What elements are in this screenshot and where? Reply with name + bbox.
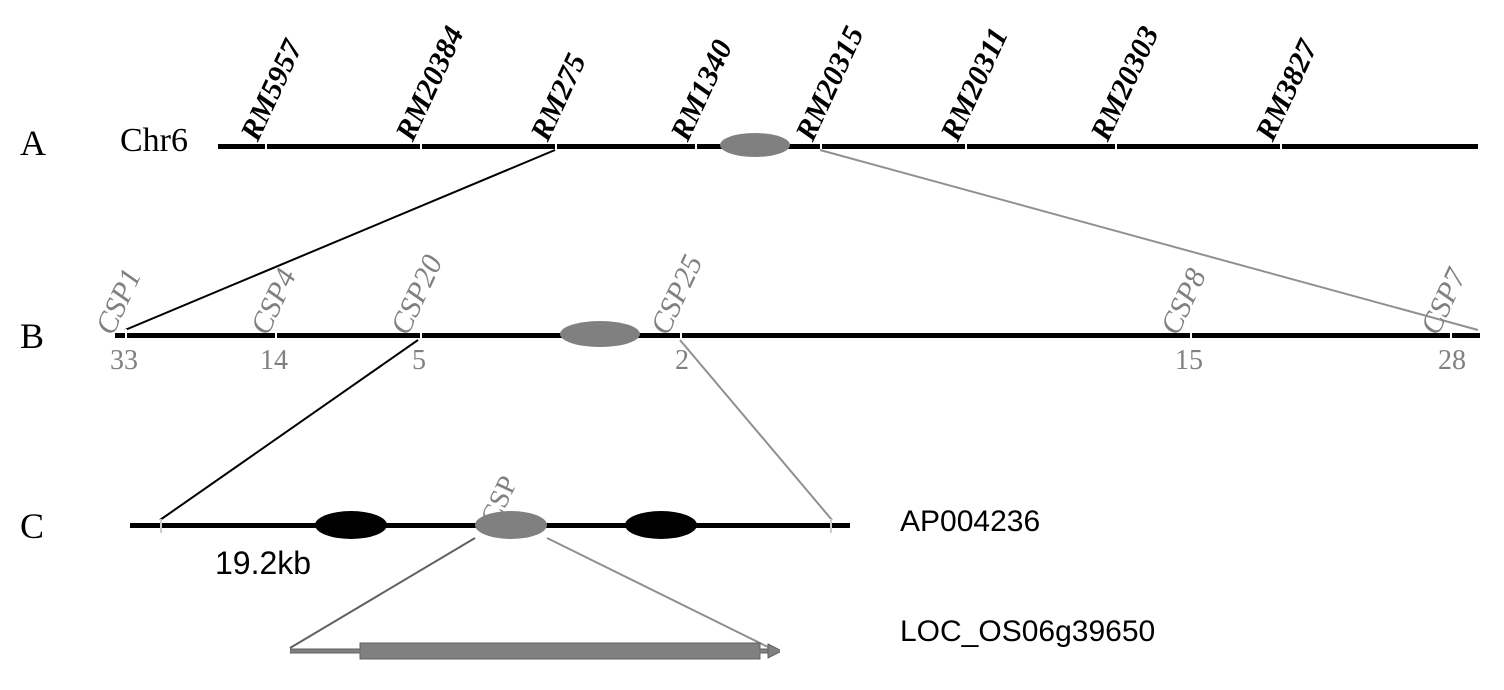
tick	[680, 329, 682, 343]
count-csp8: 15	[1175, 345, 1203, 377]
panel-c-label: C	[20, 505, 44, 547]
marker-rm1340: RM1340	[664, 35, 740, 146]
marker-csp1: CSP1	[89, 264, 149, 340]
tick	[1190, 329, 1192, 343]
marker-csp7: CSP7	[1414, 264, 1474, 340]
count-csp7: 28	[1438, 345, 1466, 377]
tick	[1450, 329, 1452, 343]
tick	[125, 329, 127, 343]
marker-rm3827: RM3827	[1249, 35, 1325, 146]
count-csp4: 14	[260, 345, 288, 377]
chr-label: Chr6	[120, 122, 188, 160]
ellipse-c1	[315, 511, 387, 539]
marker-rm20303: RM20303	[1084, 21, 1166, 146]
marker-rm20384: RM20384	[389, 21, 471, 146]
gene-arrow	[290, 640, 780, 662]
bar-a	[218, 144, 1478, 149]
panel-a-label: A	[20, 122, 46, 164]
bar-b	[115, 333, 1480, 338]
marker-csp25: CSP25	[644, 250, 710, 340]
tick	[160, 519, 162, 533]
count-csp1: 33	[110, 345, 138, 377]
count-csp25: 2	[675, 345, 689, 377]
marker-rm20311: RM20311	[934, 23, 1016, 146]
marker-csp8: CSP8	[1154, 264, 1214, 340]
marker-rm20315: RM20315	[789, 21, 871, 146]
distance-label: 19.2kb	[215, 545, 311, 582]
marker-csp4: CSP4	[244, 264, 304, 340]
count-csp20: 5	[412, 345, 426, 377]
tick	[830, 519, 832, 533]
marker-csp20: CSP20	[384, 250, 450, 340]
ellipse-c3	[625, 511, 697, 539]
gene-label: LOC_OS06g39650	[900, 615, 1155, 649]
tick	[420, 329, 422, 343]
centromere-a	[720, 133, 790, 157]
marker-rm275: RM275	[524, 49, 594, 146]
panel-b-label: B	[20, 315, 44, 357]
bac-label: AP004236	[900, 505, 1040, 539]
centromere-b	[560, 321, 640, 347]
marker-rm5957: RM5957	[234, 35, 310, 146]
